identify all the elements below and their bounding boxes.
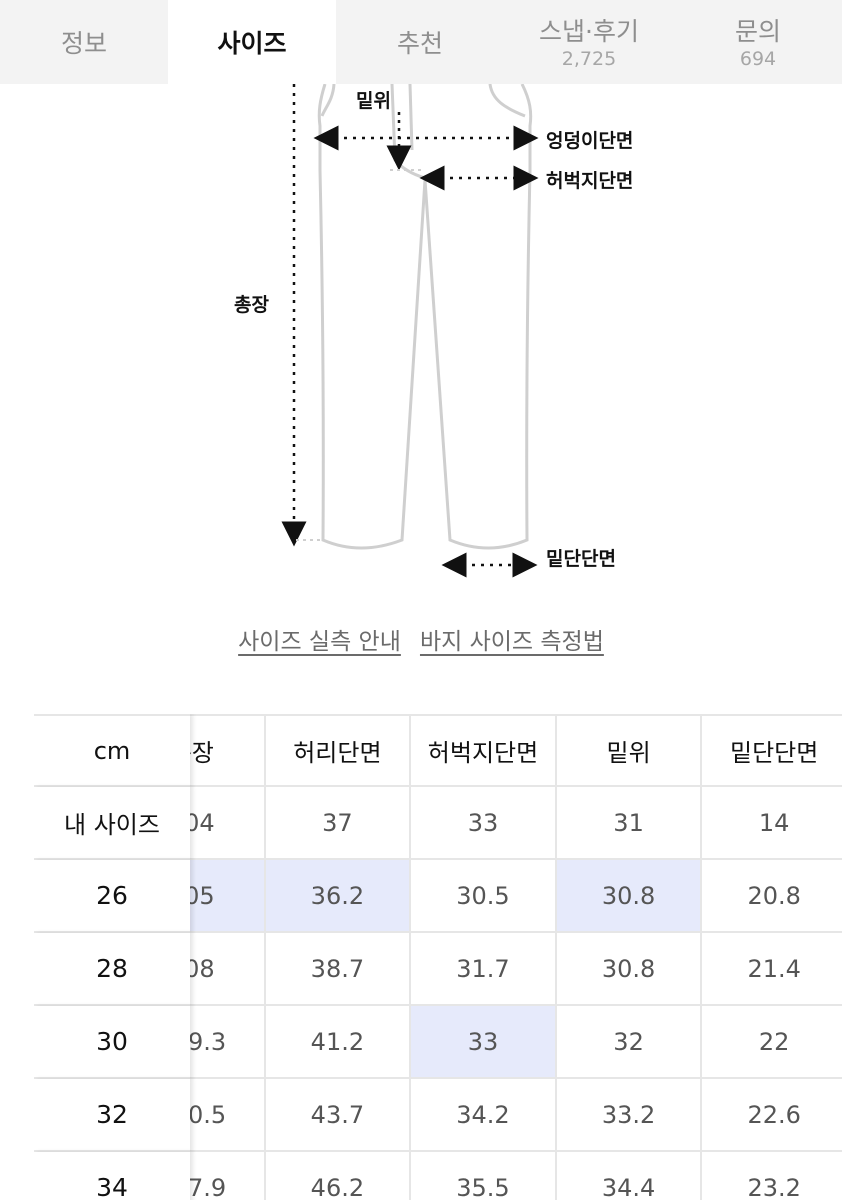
- tab-recommend[interactable]: 추천: [336, 0, 504, 84]
- row-label-my-size: 내 사이즈: [34, 787, 190, 860]
- table-row: 105 36.2 30.5 30.8 20.8: [190, 860, 842, 933]
- table-cell: 107.9: [190, 1152, 266, 1200]
- tab-size[interactable]: 사이즈: [168, 0, 336, 84]
- table-cell: 14: [702, 787, 842, 860]
- tab-info[interactable]: 정보: [0, 0, 168, 84]
- table-cell: 109.3: [190, 1006, 266, 1079]
- row-label-34: 34: [34, 1152, 190, 1200]
- hem-label: 밑단단면: [546, 548, 616, 570]
- table-cell: 46.2: [265, 1152, 412, 1200]
- thigh-label: 허벅지단면: [546, 170, 634, 192]
- row-label-26: 26: [34, 860, 190, 933]
- table-cell: 30.8: [556, 860, 703, 933]
- table-cell: 36.2: [265, 860, 412, 933]
- table-row: 109.3 41.2 33 32 22: [190, 1006, 842, 1079]
- header-total-length: 총장: [190, 714, 266, 787]
- table-cell: 21.4: [702, 933, 842, 1006]
- table-row: 110.5 43.7 34.2 33.2 22.6: [190, 1079, 842, 1152]
- tab-snap-review[interactable]: 스냅·후기 2,725: [504, 0, 674, 84]
- table-cell: 104: [190, 787, 266, 860]
- table-cell: 34.2: [411, 1079, 557, 1152]
- rise-label: 밑위: [356, 90, 391, 112]
- size-table: cm 내 사이즈 26 28 30 32 34 총장 허리단면 허벅지단면 밑위…: [34, 714, 842, 1200]
- table-cell: 31: [556, 787, 703, 860]
- header-thigh: 허벅지단면: [411, 714, 557, 787]
- table-cell: 22.6: [702, 1079, 842, 1152]
- table-cell: 108: [190, 933, 266, 1006]
- table-cell: 31.7: [411, 933, 557, 1006]
- table-corner-unit: cm: [34, 714, 190, 787]
- tab-snap-review-count: 2,725: [561, 48, 617, 70]
- table-cell: 33: [411, 1006, 557, 1079]
- tab-info-label: 정보: [60, 29, 107, 58]
- tab-recommend-label: 추천: [396, 29, 443, 58]
- hip-label: 엉덩이단면: [546, 130, 634, 152]
- tab-inquiry-label: 문의: [734, 17, 781, 46]
- table-cell: 23.2: [702, 1152, 842, 1200]
- row-label-28: 28: [34, 933, 190, 1006]
- table-cell: 30.8: [556, 933, 703, 1006]
- table-cell: 22: [702, 1006, 842, 1079]
- tab-snap-review-label: 스냅·후기: [539, 17, 639, 46]
- table-cell: 20.8: [702, 860, 842, 933]
- pants-outline-svg: [281, 84, 539, 578]
- tab-inquiry[interactable]: 문의 694: [674, 0, 842, 84]
- table-cell: 35.5: [411, 1152, 557, 1200]
- table-cell: 33: [411, 787, 557, 860]
- table-cell: 37: [265, 787, 412, 860]
- pants-measure-link[interactable]: 바지 사이즈 측정법: [419, 629, 604, 655]
- table-cell: 32: [556, 1006, 703, 1079]
- size-links: 사이즈 실측 안내 바지 사이즈 측정법: [0, 622, 842, 656]
- table-row: 108 38.7 31.7 30.8 21.4: [190, 933, 842, 1006]
- pants-outline: [317, 84, 533, 550]
- table-header-row: 총장 허리단면 허벅지단면 밑위 밑단단면: [190, 714, 842, 787]
- table-row: 104 37 33 31 14: [190, 787, 842, 860]
- table-cell: 33.2: [556, 1079, 703, 1152]
- header-waist: 허리단면: [265, 714, 412, 787]
- table-cell: 110.5: [190, 1079, 266, 1152]
- size-table-fixed-column: cm 내 사이즈 26 28 30 32 34: [34, 714, 190, 1200]
- length-label: 총장: [234, 294, 269, 316]
- table-cell: 34.4: [556, 1152, 703, 1200]
- header-hem: 밑단단면: [702, 714, 842, 787]
- size-table-columns: 총장 허리단면 허벅지단면 밑위 밑단단면 104 37 33 31 14 10…: [190, 714, 842, 1200]
- table-cell: 41.2: [265, 1006, 412, 1079]
- header-rise: 밑위: [556, 714, 703, 787]
- size-table-scroll-area[interactable]: 총장 허리단면 허벅지단면 밑위 밑단단면 104 37 33 31 14 10…: [190, 714, 842, 1200]
- tab-bar: 정보 사이즈 추천 스냅·후기 2,725 문의 694: [0, 0, 842, 84]
- table-cell: 43.7: [265, 1079, 412, 1152]
- tab-inquiry-count: 694: [739, 48, 777, 70]
- row-label-32: 32: [34, 1079, 190, 1152]
- table-cell: 38.7: [265, 933, 412, 1006]
- tab-size-label: 사이즈: [217, 29, 287, 58]
- table-cell: 30.5: [411, 860, 557, 933]
- table-cell: 105: [190, 860, 266, 933]
- row-label-30: 30: [34, 1006, 190, 1079]
- table-row: 107.9 46.2 35.5 34.4 23.2: [190, 1152, 842, 1200]
- size-guide-link[interactable]: 사이즈 실측 안내: [238, 629, 401, 655]
